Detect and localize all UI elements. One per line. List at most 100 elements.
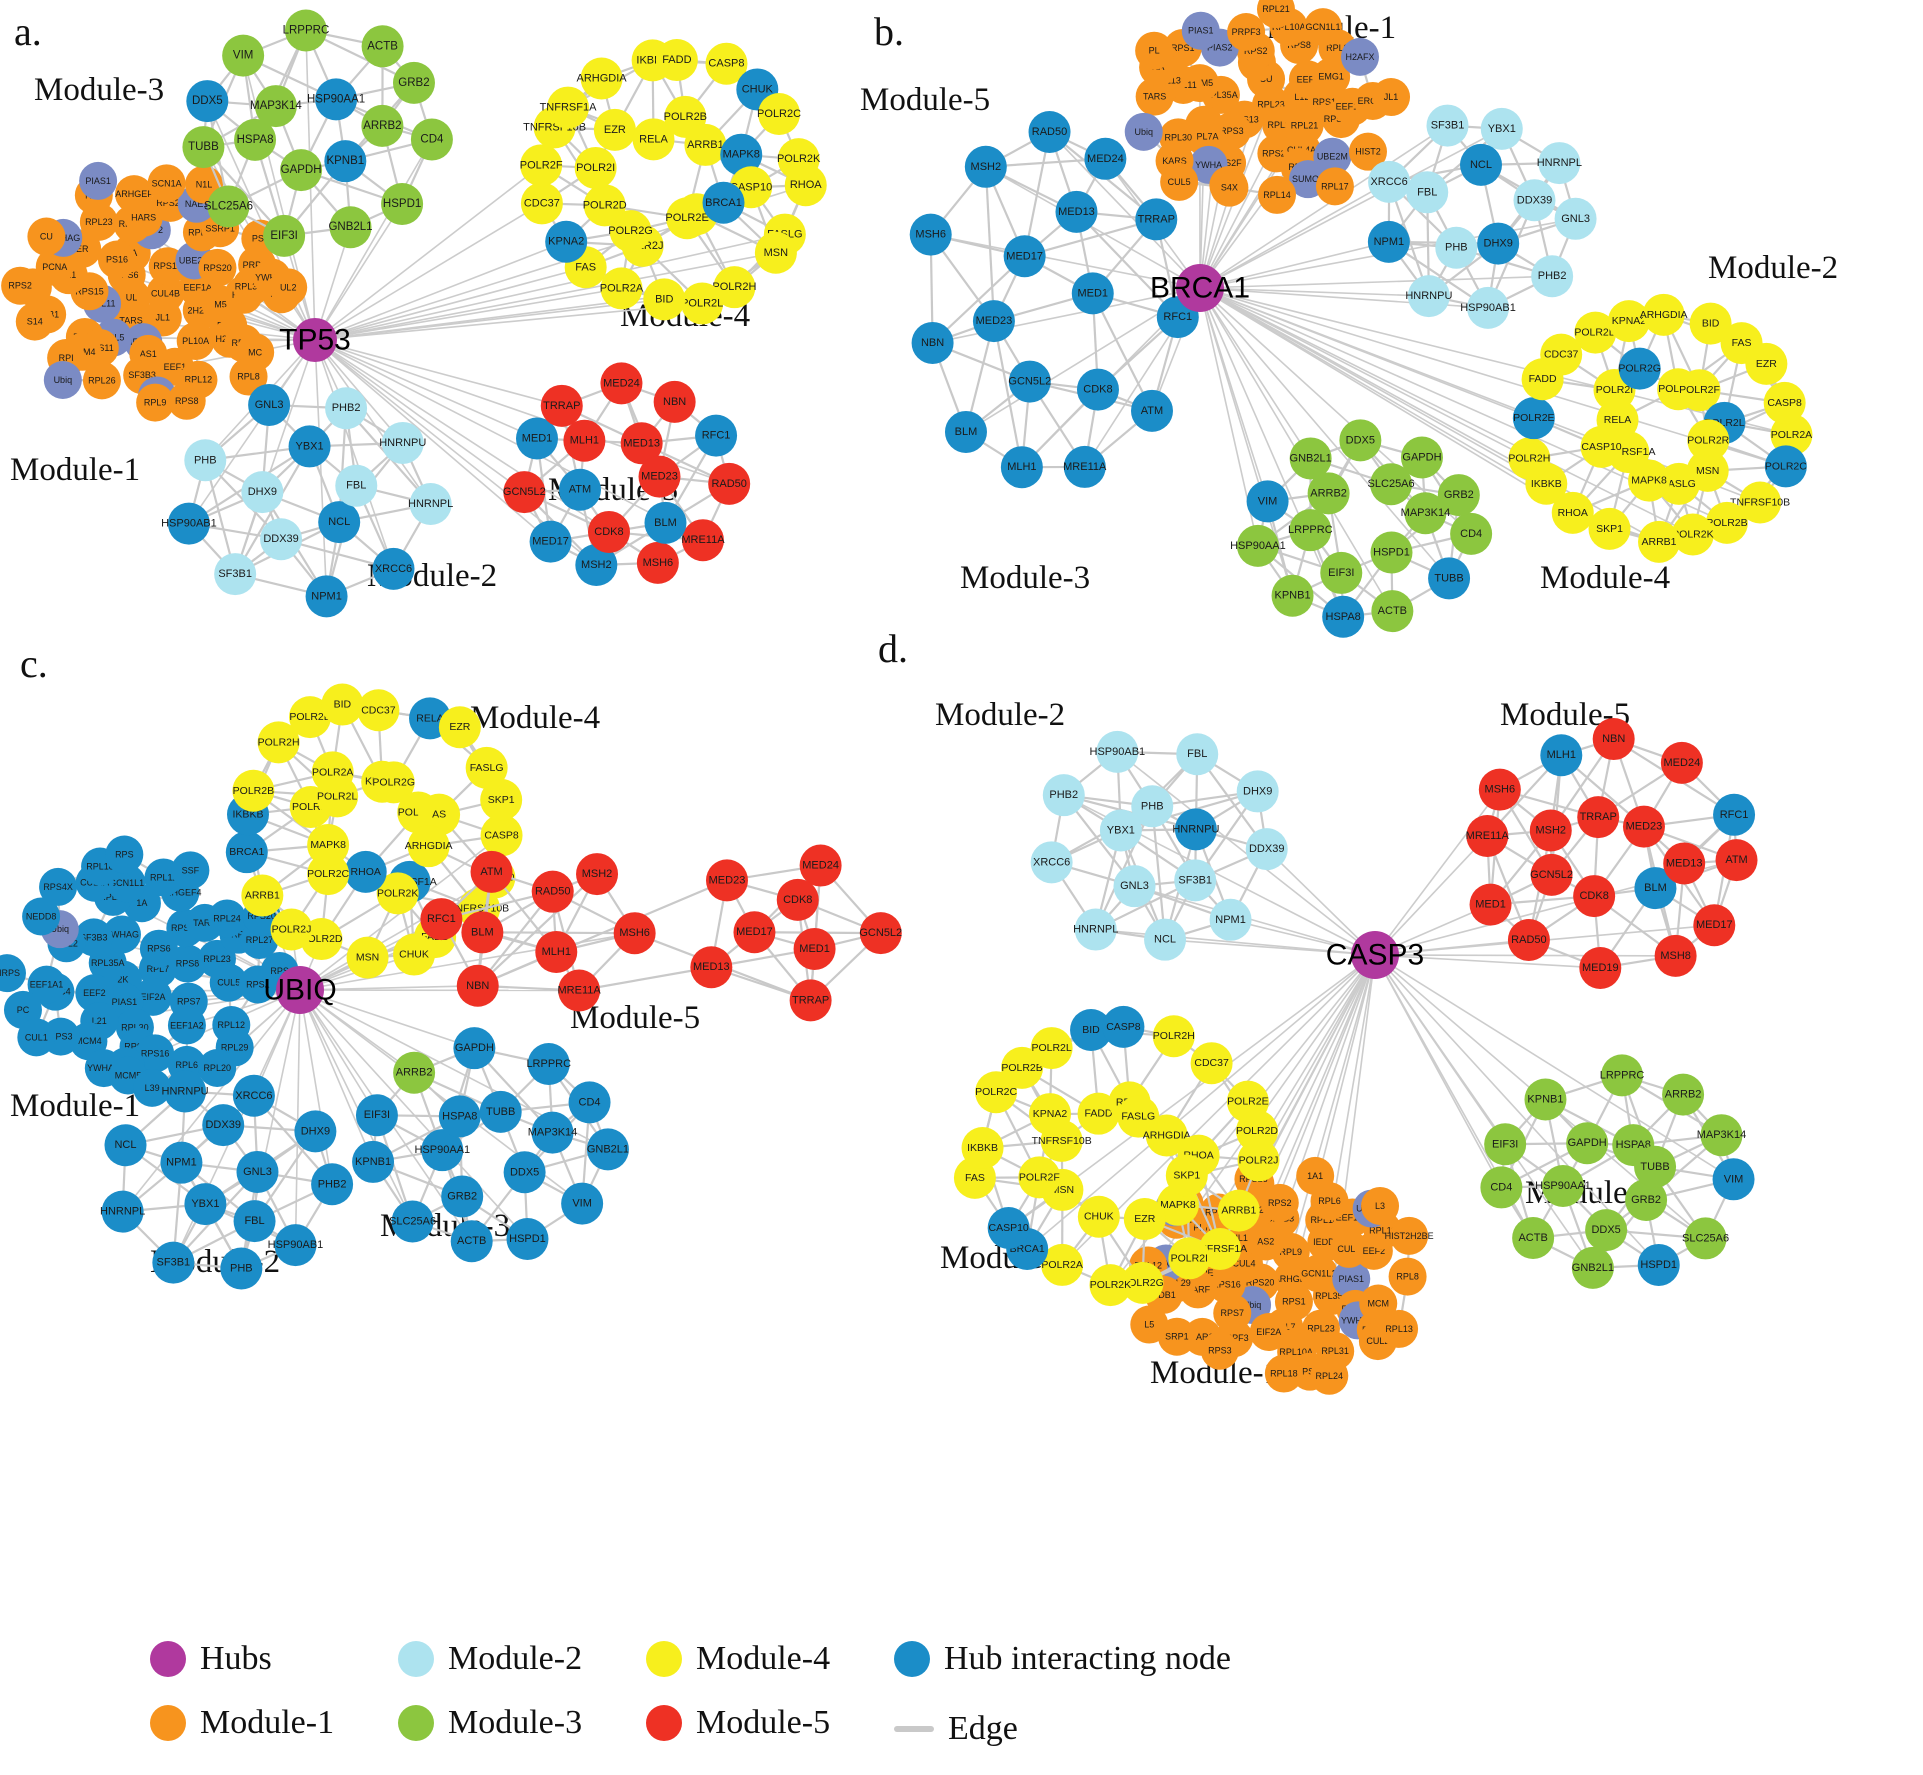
network-node[interactable]: MED17 bbox=[529, 520, 572, 563]
network-node[interactable]: BLM bbox=[644, 501, 687, 544]
network-node[interactable]: FBL bbox=[335, 464, 378, 507]
network-node[interactable]: NCL bbox=[1144, 918, 1187, 961]
network-node[interactable]: NBN bbox=[1592, 718, 1635, 761]
network-node[interactable]: CUL5 bbox=[1160, 162, 1199, 201]
network-node[interactable]: SKP1 bbox=[1588, 507, 1631, 550]
network-node[interactable]: DDX39 bbox=[202, 1104, 245, 1147]
network-node[interactable]: LRPPRC bbox=[1600, 1054, 1645, 1097]
network-node[interactable]: ARRB2 bbox=[393, 1051, 436, 1094]
network-node[interactable]: RAD50 bbox=[531, 870, 574, 913]
network-node[interactable]: XRCC6 bbox=[372, 547, 415, 590]
network-node[interactable]: MLH1 bbox=[1540, 734, 1583, 777]
network-node[interactable]: KPNB1 bbox=[352, 1140, 395, 1183]
network-node[interactable]: DDX5 bbox=[186, 80, 229, 123]
network-node[interactable]: MED23 bbox=[1622, 805, 1665, 848]
network-node[interactable]: ATM bbox=[558, 468, 601, 511]
network-node[interactable]: L3 bbox=[1361, 1186, 1400, 1225]
network-node[interactable]: BLM bbox=[461, 911, 504, 954]
network-node[interactable]: EZR bbox=[438, 706, 481, 749]
network-node[interactable]: HNRNPL bbox=[408, 483, 453, 526]
network-node[interactable]: CASP8 bbox=[1763, 381, 1806, 424]
network-node[interactable]: PHB bbox=[184, 439, 227, 482]
network-node[interactable]: L5 bbox=[1130, 1305, 1169, 1344]
network-node[interactable]: ACTB bbox=[450, 1220, 493, 1263]
network-node[interactable]: IKBKB bbox=[961, 1126, 1004, 1169]
network-node[interactable]: POLR2B bbox=[232, 769, 275, 812]
network-node[interactable]: FADD bbox=[655, 39, 698, 82]
network-node[interactable]: PL bbox=[1135, 31, 1174, 70]
network-node[interactable]: 1A1 bbox=[1296, 1156, 1335, 1195]
network-node[interactable]: MLH1 bbox=[1000, 446, 1043, 489]
network-node[interactable]: TUBB bbox=[1634, 1145, 1677, 1188]
network-node[interactable]: S14 bbox=[15, 302, 54, 341]
network-node[interactable]: HNRNPL bbox=[1537, 142, 1582, 185]
network-node[interactable]: PHB bbox=[1435, 226, 1478, 269]
network-node[interactable]: GNL3 bbox=[236, 1150, 279, 1193]
network-node[interactable]: MSN bbox=[754, 231, 797, 274]
network-node[interactable]: UL2 bbox=[269, 268, 308, 307]
network-node[interactable]: DDX39 bbox=[260, 518, 303, 561]
network-node[interactable]: POLR2L bbox=[681, 282, 723, 325]
network-node[interactable]: MRE11A bbox=[1063, 445, 1107, 488]
network-node[interactable]: S4X bbox=[1210, 168, 1249, 207]
network-node[interactable]: JL1 bbox=[1372, 78, 1411, 117]
network-node[interactable]: GNB2L1 bbox=[328, 206, 373, 249]
network-node[interactable]: POLR2E bbox=[1512, 397, 1555, 440]
network-node[interactable]: POLR2A bbox=[311, 751, 354, 794]
network-node[interactable]: NCL bbox=[1460, 143, 1503, 186]
network-node[interactable]: VIM bbox=[561, 1182, 604, 1225]
network-node[interactable]: PS16 bbox=[97, 240, 136, 279]
network-node[interactable]: EIF3I bbox=[355, 1094, 398, 1137]
network-node[interactable]: SSF bbox=[171, 851, 210, 890]
network-node[interactable]: MRE11A bbox=[1466, 814, 1510, 857]
network-node[interactable]: PHB bbox=[1131, 785, 1174, 828]
network-node[interactable]: RHOA bbox=[344, 850, 387, 893]
network-node[interactable]: RPS bbox=[105, 835, 144, 874]
network-node[interactable]: Ubiq bbox=[1124, 112, 1163, 151]
network-node[interactable]: HNRNPL bbox=[1073, 908, 1118, 951]
network-node[interactable]: TUBB bbox=[479, 1090, 522, 1133]
network-node[interactable]: SCN1A bbox=[147, 164, 186, 203]
network-node[interactable]: MED23 bbox=[638, 455, 681, 498]
network-node[interactable]: POLR2G bbox=[1618, 347, 1661, 390]
network-node[interactable]: EIF3I bbox=[1320, 551, 1363, 594]
network-node[interactable]: PIAS1 bbox=[1181, 11, 1220, 50]
network-node[interactable]: POLR2J bbox=[270, 908, 313, 951]
network-node[interactable]: CDC37 bbox=[357, 689, 400, 732]
network-node[interactable]: ARRB2 bbox=[361, 104, 404, 147]
network-node[interactable]: TRRAP bbox=[789, 979, 832, 1022]
network-node[interactable]: POLR2L bbox=[1030, 1027, 1073, 1070]
network-node[interactable]: MED24 bbox=[799, 844, 842, 887]
network-node[interactable]: NPM1 bbox=[305, 575, 348, 618]
network-node[interactable]: GNB2L1 bbox=[1572, 1246, 1614, 1289]
network-node[interactable]: EZR bbox=[593, 108, 636, 151]
network-node[interactable]: PHB bbox=[220, 1247, 263, 1290]
network-node[interactable]: CDK8 bbox=[587, 510, 630, 553]
network-node[interactable]: CASP10 bbox=[987, 1206, 1030, 1249]
network-node[interactable]: POLR2I bbox=[1168, 1237, 1211, 1280]
network-node[interactable]: HSP90AB1 bbox=[161, 502, 217, 545]
network-node[interactable]: CHUK bbox=[1077, 1195, 1120, 1238]
network-node[interactable]: MED17 bbox=[1003, 235, 1046, 278]
network-node[interactable]: CD4 bbox=[568, 1081, 611, 1124]
network-node[interactable]: ARRB1 bbox=[1638, 520, 1681, 563]
network-node[interactable]: RPS4X bbox=[39, 867, 78, 906]
network-node[interactable]: GNL3 bbox=[1554, 197, 1597, 240]
network-node[interactable]: GAPDH bbox=[280, 149, 323, 192]
network-node[interactable]: RPS2 bbox=[1, 266, 40, 305]
network-node[interactable]: RPL24 bbox=[1310, 1356, 1349, 1395]
network-node[interactable]: VIM bbox=[222, 34, 265, 77]
network-node[interactable]: ATM bbox=[470, 850, 513, 893]
network-node[interactable]: HSP90AA1 bbox=[307, 78, 365, 121]
network-node[interactable]: MSH6 bbox=[909, 213, 952, 256]
network-node[interactable]: LRPPRC bbox=[283, 9, 330, 52]
network-node[interactable]: POLR2F bbox=[520, 144, 563, 187]
network-node[interactable]: SF3B1 bbox=[214, 553, 257, 596]
network-node[interactable]: CD4 bbox=[1480, 1166, 1523, 1209]
network-node[interactable]: NBN bbox=[456, 964, 499, 1007]
network-node[interactable]: SKP1 bbox=[1165, 1154, 1208, 1197]
network-node[interactable]: BRCA1 bbox=[225, 831, 268, 874]
network-node[interactable]: MSH2 bbox=[1529, 809, 1572, 852]
network-node[interactable]: CDK8 bbox=[1573, 875, 1616, 918]
network-node[interactable]: DHX9 bbox=[241, 471, 284, 514]
